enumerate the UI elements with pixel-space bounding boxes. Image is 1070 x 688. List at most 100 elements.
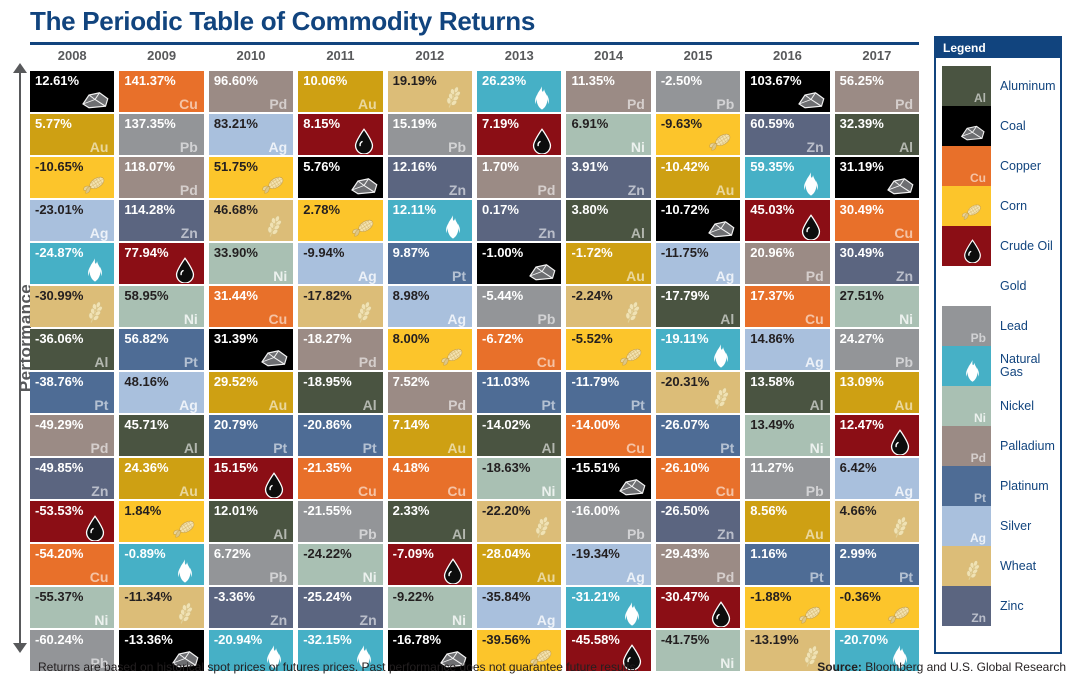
commodity-cell[interactable]: -36.06% Al	[30, 329, 115, 370]
commodity-cell[interactable]: 12.11%	[387, 200, 473, 241]
commodity-cell[interactable]: -15.51%	[566, 458, 651, 499]
commodity-cell[interactable]: 45.71% Al	[119, 415, 204, 456]
commodity-cell[interactable]: 1.70% Pd	[477, 157, 562, 198]
commodity-cell[interactable]: -18.95% Al	[298, 372, 383, 413]
legend-item[interactable]: Corn	[942, 186, 1054, 226]
commodity-cell[interactable]: 24.36% Au	[119, 458, 204, 499]
commodity-cell[interactable]: 45.03%	[745, 200, 830, 241]
commodity-cell[interactable]: -26.07% Pt	[655, 415, 741, 456]
commodity-cell[interactable]: 51.75%	[208, 157, 294, 198]
commodity-cell[interactable]: 8.98% Ag	[387, 286, 473, 327]
commodity-cell[interactable]: 31.44% Cu	[208, 286, 294, 327]
commodity-cell[interactable]: -10.65%	[30, 157, 115, 198]
commodity-cell[interactable]: -10.42% Au	[655, 157, 741, 198]
commodity-cell[interactable]: 26.23%	[477, 71, 562, 112]
commodity-cell[interactable]: -16.78%	[387, 630, 473, 671]
commodity-cell[interactable]: -14.00% Cu	[566, 415, 651, 456]
commodity-cell[interactable]: 7.19%	[477, 114, 562, 155]
commodity-cell[interactable]: 7.52% Pd	[387, 372, 473, 413]
commodity-cell[interactable]: -22.20%	[477, 501, 562, 542]
commodity-cell[interactable]: -6.72% Cu	[477, 329, 562, 370]
commodity-cell[interactable]: -9.94% Ag	[298, 243, 383, 284]
commodity-cell[interactable]: -11.79% Pt	[566, 372, 651, 413]
commodity-cell[interactable]: 13.09% Au	[834, 372, 920, 413]
commodity-cell[interactable]: 9.87% Pt	[387, 243, 473, 284]
commodity-cell[interactable]: 7.14% Au	[387, 415, 473, 456]
commodity-cell[interactable]: -9.22% Ni	[387, 587, 473, 628]
commodity-cell[interactable]: 6.42% Ag	[834, 458, 920, 499]
commodity-cell[interactable]: -0.89%	[119, 544, 204, 585]
legend-item[interactable]: Pt Platinum	[942, 466, 1054, 506]
legend-item[interactable]: Pd Palladium	[942, 426, 1055, 466]
commodity-cell[interactable]: 24.27% Pb	[834, 329, 920, 370]
commodity-cell[interactable]: 5.76%	[298, 157, 383, 198]
commodity-cell[interactable]: -53.53%	[30, 501, 115, 542]
commodity-cell[interactable]: -7.09%	[387, 544, 473, 585]
commodity-cell[interactable]: -23.01% Ag	[30, 200, 115, 241]
legend-item[interactable]: Wheat	[942, 546, 1054, 586]
commodity-cell[interactable]: 77.94%	[119, 243, 204, 284]
commodity-cell[interactable]: 3.80% Al	[566, 200, 651, 241]
commodity-cell[interactable]: 103.67%	[745, 71, 830, 112]
commodity-cell[interactable]: -49.85% Zn	[30, 458, 115, 499]
commodity-cell[interactable]: 46.68%	[208, 200, 294, 241]
commodity-cell[interactable]: 59.35%	[745, 157, 830, 198]
commodity-cell[interactable]: 6.72% Pb	[208, 544, 294, 585]
commodity-cell[interactable]: -29.43% Pd	[655, 544, 741, 585]
commodity-cell[interactable]: 1.16% Pt	[745, 544, 830, 585]
commodity-cell[interactable]: -5.52%	[566, 329, 651, 370]
commodity-cell[interactable]: 33.90% Ni	[208, 243, 294, 284]
commodity-cell[interactable]: -13.19%	[745, 630, 830, 671]
commodity-cell[interactable]: 83.21% Ag	[208, 114, 294, 155]
commodity-cell[interactable]: -2.50% Pb	[655, 71, 741, 112]
commodity-cell[interactable]: -60.24% Pb	[30, 630, 115, 671]
commodity-cell[interactable]: 56.25% Pd	[834, 71, 920, 112]
commodity-cell[interactable]: 141.37% Cu	[119, 71, 204, 112]
commodity-cell[interactable]: -11.03% Pt	[477, 372, 562, 413]
commodity-cell[interactable]: 31.19%	[834, 157, 920, 198]
commodity-cell[interactable]: 2.99% Pt	[834, 544, 920, 585]
commodity-cell[interactable]: -0.36%	[834, 587, 920, 628]
commodity-cell[interactable]: -24.22% Ni	[298, 544, 383, 585]
commodity-cell[interactable]: 32.39% Al	[834, 114, 920, 155]
commodity-cell[interactable]: -30.47%	[655, 587, 741, 628]
commodity-cell[interactable]: -18.27% Pd	[298, 329, 383, 370]
commodity-cell[interactable]: -20.31%	[655, 372, 741, 413]
commodity-cell[interactable]: -3.36% Zn	[208, 587, 294, 628]
commodity-cell[interactable]: -9.63%	[655, 114, 741, 155]
commodity-cell[interactable]: -10.72%	[655, 200, 741, 241]
commodity-cell[interactable]: 8.15%	[298, 114, 383, 155]
commodity-cell[interactable]: -11.75% Ag	[655, 243, 741, 284]
commodity-cell[interactable]: 13.58% Al	[745, 372, 830, 413]
commodity-cell[interactable]: 5.77% Au	[30, 114, 115, 155]
commodity-cell[interactable]: -16.00% Pb	[566, 501, 651, 542]
legend-item[interactable]: Natural Gas	[942, 346, 1054, 386]
commodity-cell[interactable]: 15.15%	[208, 458, 294, 499]
commodity-cell[interactable]: 8.56% Au	[745, 501, 830, 542]
commodity-cell[interactable]: -18.63% Ni	[477, 458, 562, 499]
commodity-cell[interactable]: 20.79% Pt	[208, 415, 294, 456]
commodity-cell[interactable]: 15.19% Pb	[387, 114, 473, 155]
commodity-cell[interactable]: 19.19%	[387, 71, 473, 112]
legend-item[interactable]: Cu Copper	[942, 146, 1054, 186]
commodity-cell[interactable]: -20.86% Pt	[298, 415, 383, 456]
commodity-cell[interactable]: -26.50% Zn	[655, 501, 741, 542]
legend-item[interactable]: Crude Oil	[942, 226, 1054, 266]
commodity-cell[interactable]: -54.20% Cu	[30, 544, 115, 585]
commodity-cell[interactable]: -55.37% Ni	[30, 587, 115, 628]
commodity-cell[interactable]: 14.86% Ag	[745, 329, 830, 370]
commodity-cell[interactable]: -45.58%	[566, 630, 651, 671]
legend-item[interactable]: Pb Lead	[942, 306, 1054, 346]
commodity-cell[interactable]: 30.49% Cu	[834, 200, 920, 241]
commodity-cell[interactable]: -17.82%	[298, 286, 383, 327]
commodity-cell[interactable]: 20.96% Pd	[745, 243, 830, 284]
legend-item[interactable]: Au Gold	[942, 266, 1054, 306]
commodity-cell[interactable]: 3.91% Zn	[566, 157, 651, 198]
commodity-cell[interactable]: -2.24%	[566, 286, 651, 327]
commodity-cell[interactable]: -1.88%	[745, 587, 830, 628]
commodity-cell[interactable]: 137.35% Pb	[119, 114, 204, 155]
commodity-cell[interactable]: -19.11%	[655, 329, 741, 370]
commodity-cell[interactable]: -21.55% Pb	[298, 501, 383, 542]
commodity-cell[interactable]: 4.18% Cu	[387, 458, 473, 499]
commodity-cell[interactable]: -24.87%	[30, 243, 115, 284]
